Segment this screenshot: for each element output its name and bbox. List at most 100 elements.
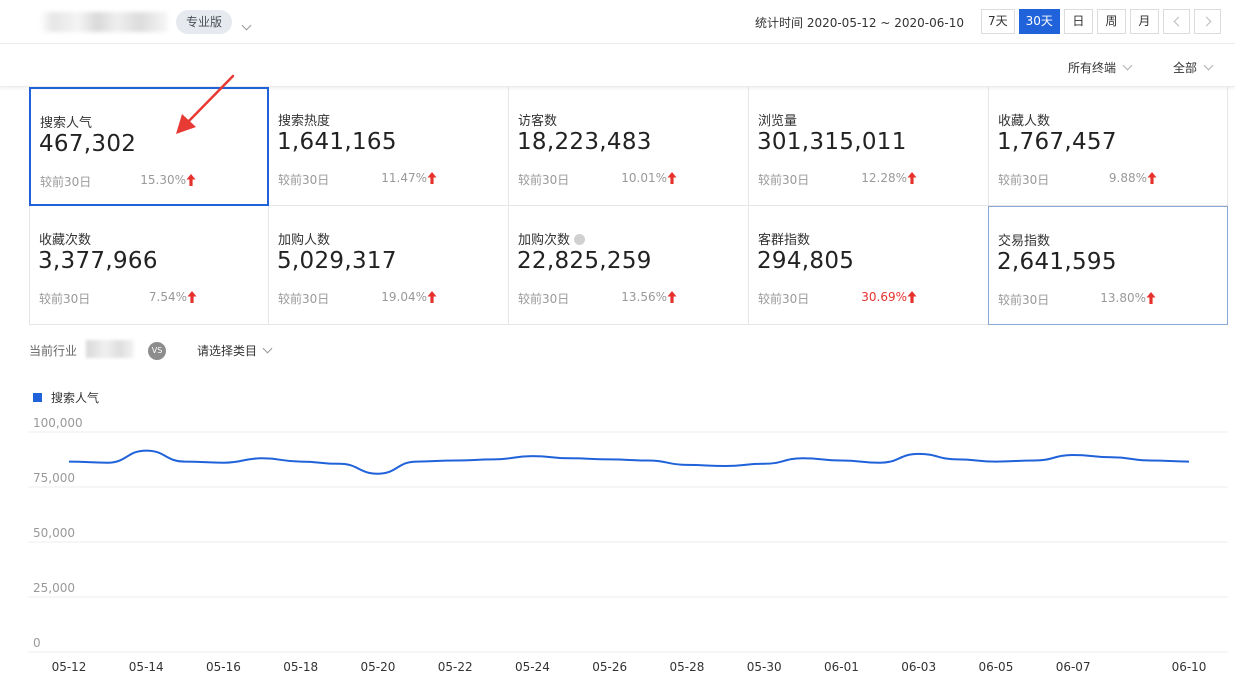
x-tick-label: 06-01 (824, 660, 859, 674)
metric-compare-label: 较前30日 (39, 292, 91, 306)
x-tick-label: 06-03 (901, 660, 936, 674)
y-tick-label: 75,000 (33, 471, 75, 485)
x-tick-label: 05-30 (747, 660, 782, 674)
metrics-grid: 搜索人气 467,302 较前30日 15.30% 搜索热度 1,641,165… (29, 87, 1228, 325)
current-industry-label: 当前行业 (29, 344, 78, 358)
metric-card-customer-index[interactable]: 客群指数 294,805 较前30日 30.69% (749, 206, 989, 325)
legend-label: 搜索人气 (51, 390, 99, 405)
prev-period-button[interactable] (1162, 9, 1190, 34)
metric-compare-label: 较前30日 (758, 173, 810, 187)
trend-line-chart: 搜索人气 0 25,000 50,000 75,000 100,000 05-12 05-14… (28, 390, 1228, 674)
x-tick-label: 05-14 (129, 660, 164, 674)
arrow-up-icon (427, 172, 437, 184)
metric-value: 3,377,966 (38, 248, 158, 274)
metric-title: 交易指数 (998, 234, 1051, 249)
metric-title: 访客数 (518, 114, 558, 129)
metric-compare-label: 较前30日 (278, 292, 330, 306)
terminal-filter-dropdown[interactable]: 所有终端 (1068, 59, 1133, 76)
metric-card-search-heat[interactable]: 搜索热度 1,641,165 较前30日 11.47% (269, 87, 509, 206)
stat-time-label: 统计时间 2020-05-12 ~ 2020-06-10 (755, 16, 964, 30)
filter-bar: 所有终端 全部 (0, 45, 1235, 87)
metric-compare-label: 较前30日 (278, 173, 330, 187)
chevron-down-icon (262, 343, 273, 354)
chevron-right-icon (1201, 16, 1212, 27)
metric-card-cart-users[interactable]: 加购人数 5,029,317 较前30日 19.04% (269, 206, 509, 325)
range-30-days-button[interactable]: 30天 (1018, 9, 1060, 34)
metric-value: 1,641,165 (277, 129, 397, 155)
metric-value: 18,223,483 (517, 129, 652, 155)
metric-compare-label: 较前30日 (998, 173, 1050, 187)
info-icon[interactable] (574, 234, 586, 245)
x-tick-label: 05-24 (515, 660, 550, 674)
metric-title: 浏览量 (758, 114, 798, 129)
metric-change: 10.01% (621, 171, 667, 185)
metric-change: 7.54% (148, 290, 187, 304)
range-week-button[interactable]: 周 (1096, 9, 1126, 34)
arrow-up-icon (187, 291, 197, 303)
metric-title: 搜索人气 (40, 116, 93, 131)
metric-title-text: 加购次数 (518, 233, 571, 248)
metric-card-trade-index[interactable]: 交易指数 2,641,595 较前30日 13.80% (988, 206, 1228, 325)
chevron-down-icon (1122, 60, 1133, 71)
metric-change: 12.28% (861, 171, 907, 185)
shop-name-redacted (40, 12, 168, 32)
next-period-button[interactable] (1193, 9, 1221, 34)
metric-card-search-popularity[interactable]: 搜索人气 467,302 较前30日 15.30% (29, 87, 269, 206)
metric-value: 2,641,595 (997, 249, 1117, 275)
x-tick-label: 05-22 (438, 660, 473, 674)
metric-value: 467,302 (39, 131, 137, 157)
arrow-up-icon (186, 174, 196, 186)
range-7-days-button[interactable]: 7天 (981, 9, 1015, 34)
x-tick-label: 06-05 (978, 660, 1013, 674)
category-select-dropdown[interactable]: 请选择类目 (197, 342, 273, 359)
y-tick-label: 25,000 (33, 581, 75, 595)
scope-filter-label: 全部 (1173, 61, 1198, 75)
metric-value: 1,767,457 (997, 129, 1117, 155)
metric-change: 13.56% (621, 290, 667, 304)
chevron-down-icon (241, 20, 252, 31)
arrow-up-icon (427, 291, 437, 303)
arrow-up-icon (907, 291, 917, 303)
metric-change: 11.47% (381, 171, 427, 185)
x-tick-label: 05-16 (206, 660, 241, 674)
metric-card-page-views[interactable]: 浏览量 301,315,011 较前30日 12.28% (749, 87, 989, 206)
metric-value: 301,315,011 (757, 129, 907, 155)
metric-compare-label: 较前30日 (758, 292, 810, 306)
x-tick-label: 06-10 (1172, 660, 1207, 674)
metric-compare-label: 较前30日 (998, 293, 1050, 307)
metric-title: 加购次数 (518, 229, 586, 248)
metric-change: 19.04% (381, 290, 427, 304)
x-tick-label: 05-20 (361, 660, 396, 674)
metric-card-visitors[interactable]: 访客数 18,223,483 较前30日 10.01% (509, 87, 749, 206)
metric-compare-label: 较前30日 (518, 173, 570, 187)
metric-card-favorites-count[interactable]: 收藏次数 3,377,966 较前30日 7.54% (29, 206, 269, 325)
arrow-up-icon (1146, 292, 1156, 304)
top-bar: 专业版 统计时间 2020-05-12 ~ 2020-06-10 7天 30天 … (0, 0, 1235, 44)
metric-title: 客群指数 (758, 233, 811, 248)
x-tick-label: 06-07 (1056, 660, 1091, 674)
metric-card-favorites-users[interactable]: 收藏人数 1,767,457 较前30日 9.88% (989, 87, 1228, 206)
metric-compare-label: 较前30日 (40, 175, 92, 189)
range-month-button[interactable]: 月 (1129, 9, 1159, 34)
shop-switch-dropdown[interactable] (241, 14, 252, 33)
metric-change: 30.69% (861, 290, 907, 304)
y-tick-label: 100,000 (33, 416, 83, 430)
arrow-up-icon (907, 172, 917, 184)
metric-compare-label: 较前30日 (518, 292, 570, 306)
metric-change: 15.30% (140, 173, 186, 187)
range-day-button[interactable]: 日 (1063, 9, 1093, 34)
vs-badge: VS (148, 342, 166, 360)
metric-card-cart-count[interactable]: 加购次数 22,825,259 较前30日 13.56% (509, 206, 749, 325)
arrow-up-icon (667, 291, 677, 303)
edition-badge: 专业版 (176, 10, 233, 34)
x-tick-label: 05-26 (592, 660, 627, 674)
scope-filter-dropdown[interactable]: 全部 (1173, 59, 1214, 76)
category-select-label: 请选择类目 (197, 344, 258, 358)
annotation-arrow-icon (176, 74, 235, 134)
y-tick-label: 0 (33, 636, 41, 650)
x-tick-label: 05-18 (283, 660, 318, 674)
x-tick-label: 05-28 (669, 660, 704, 674)
y-tick-label: 50,000 (33, 526, 75, 540)
metric-value: 22,825,259 (517, 248, 652, 274)
terminal-filter-label: 所有终端 (1068, 61, 1117, 75)
